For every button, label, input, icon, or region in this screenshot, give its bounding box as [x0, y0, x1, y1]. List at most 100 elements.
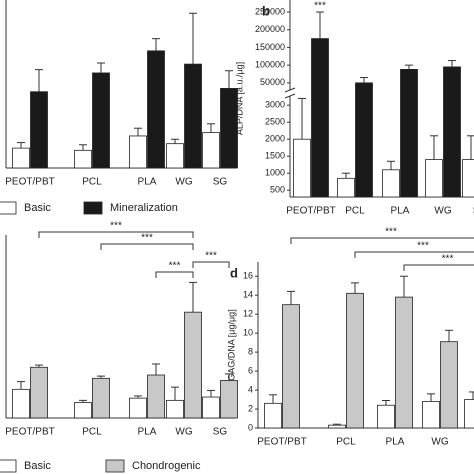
significance-bracket	[100, 243, 194, 250]
bar	[166, 399, 184, 419]
legend-swatch	[83, 201, 103, 215]
bar	[328, 424, 346, 429]
x-tick-label: SG	[473, 206, 474, 217]
bar	[264, 402, 282, 429]
bar	[377, 404, 395, 429]
bar	[282, 304, 300, 429]
bar	[202, 396, 220, 419]
panel-label: d	[230, 265, 238, 280]
bar	[147, 50, 165, 169]
bar	[202, 132, 220, 169]
y-tick-label: 4	[248, 384, 253, 394]
y-tick-label: 200000	[255, 24, 285, 34]
y-tick-label: 14	[243, 290, 253, 300]
y-tick-label: 100000	[255, 60, 285, 70]
bar	[440, 341, 458, 429]
significance-bracket	[192, 261, 230, 268]
y-tick-label: 10	[243, 328, 253, 338]
x-tick-label: SG	[213, 427, 228, 438]
x-tick-label: WG	[175, 177, 192, 188]
x-tick-label: PCL	[345, 206, 365, 217]
bar	[74, 402, 92, 419]
legend-label: Mineralization	[110, 202, 178, 214]
bar	[395, 296, 413, 429]
y-tick-label: 12	[243, 309, 253, 319]
axis-break	[286, 90, 294, 96]
y-tick-label: 2500	[265, 117, 285, 127]
x-tick-label: WG	[434, 206, 451, 217]
significance-bracket	[38, 231, 194, 238]
bar	[355, 82, 373, 198]
annotation: ***	[314, 1, 326, 12]
y-axis-label: ALP/DNA [a.u./µg]	[234, 62, 244, 135]
legend-swatch	[0, 201, 17, 215]
bar	[129, 397, 147, 419]
bar	[92, 72, 110, 169]
significance-bracket	[354, 251, 474, 258]
y-tick-label: 6	[248, 365, 253, 375]
bar	[184, 63, 202, 169]
bar	[337, 177, 355, 198]
panel-label: b	[262, 3, 270, 18]
x-tick-label: WG	[175, 427, 192, 438]
y-tick-label: 250000	[255, 6, 285, 16]
x-tick-label: PEOT/PBT	[5, 427, 54, 438]
bar	[12, 147, 30, 169]
y-tick-label: 0	[248, 422, 253, 432]
legend-label: Basic	[24, 202, 51, 214]
y-tick-label: 2	[248, 403, 253, 413]
x-tick-label: SG	[213, 177, 228, 188]
y-tick-label: 150000	[255, 42, 285, 52]
x-tick-label: PEOT/PBT	[5, 177, 54, 188]
bar	[293, 138, 311, 198]
y-tick-label: 2000	[265, 134, 285, 144]
bar	[129, 135, 147, 169]
bar	[147, 374, 165, 419]
bar	[74, 149, 92, 169]
bar	[220, 380, 238, 419]
y-tick-label: 16	[243, 271, 253, 281]
x-tick-label: PCL	[82, 177, 102, 188]
x-tick-label: PLA	[138, 177, 157, 188]
bar	[346, 292, 364, 429]
legend-label: Basic	[24, 460, 51, 472]
y-tick-label: 500	[270, 185, 285, 195]
bar	[30, 91, 48, 169]
y-tick-label: 1500	[265, 151, 285, 161]
bar	[400, 69, 418, 198]
significance-bracket	[403, 264, 474, 271]
break-mark	[284, 93, 296, 99]
bar	[422, 401, 440, 429]
bar	[462, 159, 474, 198]
x-tick-label: WG	[431, 437, 448, 448]
x-tick-label: PLA	[138, 427, 157, 438]
x-tick-label: PLA	[391, 206, 410, 217]
bar	[425, 159, 443, 198]
bracket-label: ***	[110, 221, 122, 232]
bar	[464, 399, 474, 429]
bracket-label: ***	[205, 251, 217, 262]
legend-swatch	[105, 459, 125, 473]
bar	[184, 311, 202, 419]
bracket-label: ***	[385, 227, 397, 238]
bracket-label: ***	[417, 241, 429, 252]
bar	[12, 388, 30, 419]
x-tick-label: PEOT/PBT	[257, 437, 306, 448]
significance-bracket	[290, 237, 474, 244]
bar	[443, 66, 461, 198]
bar	[166, 143, 184, 169]
legend-swatch	[0, 459, 17, 473]
x-tick-label: PEOT/PBT	[286, 206, 335, 217]
bracket-label: ***	[169, 261, 181, 272]
break-mark	[284, 87, 296, 93]
y-tick-label: 8	[248, 346, 253, 356]
bar	[30, 366, 48, 419]
y-tick-label: 1000	[265, 168, 285, 178]
x-tick-label: PCL	[82, 427, 102, 438]
bar	[92, 377, 110, 419]
significance-bracket	[155, 271, 194, 278]
legend-label: Chondrogenic	[132, 460, 201, 472]
y-axis-label: GAG/DNA [µg/µg]	[226, 309, 236, 380]
bracket-label: ***	[442, 254, 454, 265]
